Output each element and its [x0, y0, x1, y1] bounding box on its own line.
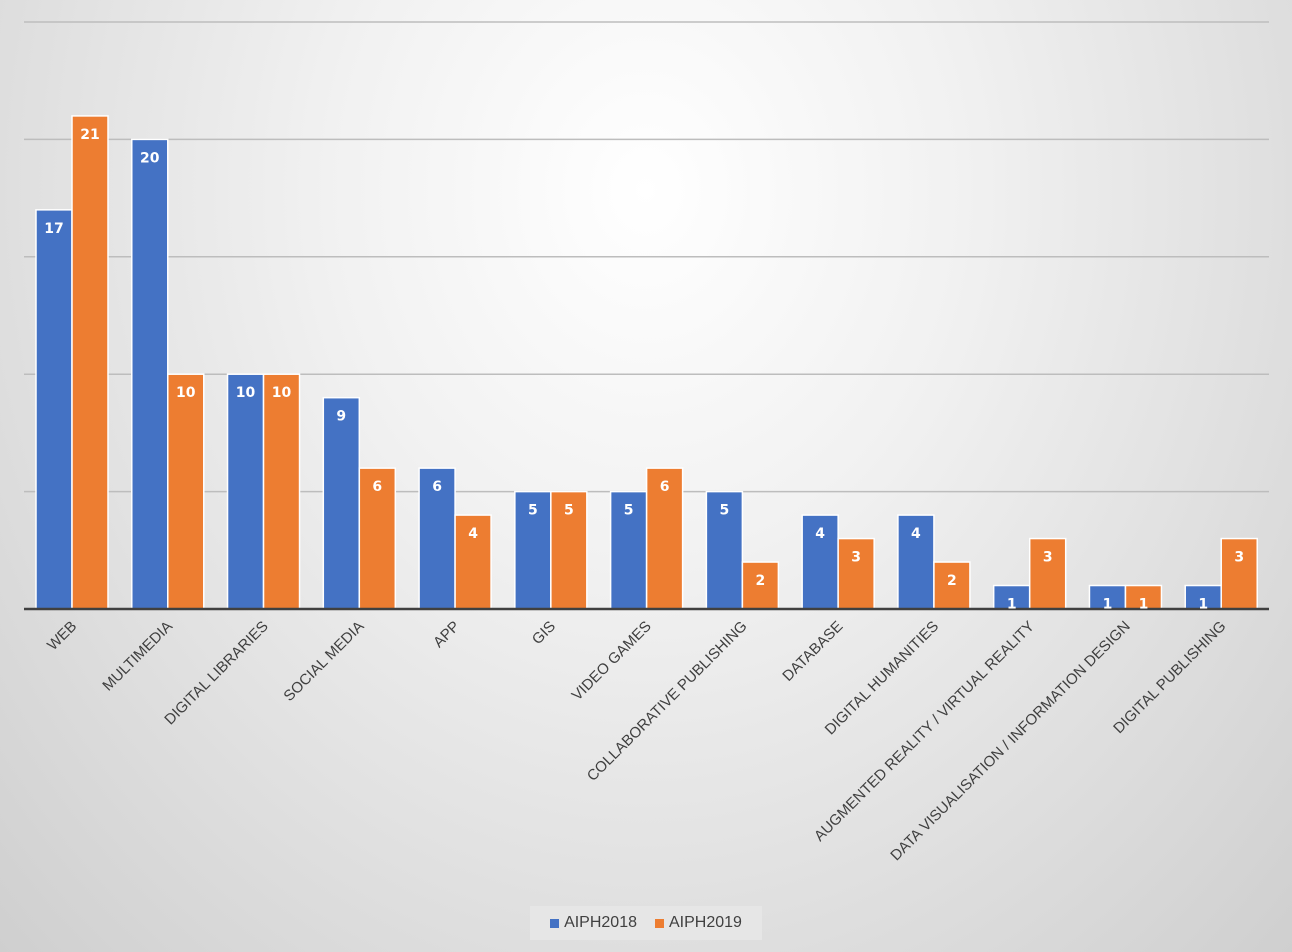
legend-swatch-aiph2018 — [550, 918, 560, 928]
legend-label-aiph2018: AIPH2018 — [564, 914, 637, 931]
bar-aiph2019-0 — [71, 115, 109, 610]
x-tick-label-6: VIDEO GAMES — [569, 618, 655, 704]
x-tick-label-4: APP — [430, 618, 463, 651]
bar-aiph2019-5 — [550, 490, 588, 610]
bar-aiph2018-7 — [705, 490, 744, 610]
legend-item-aiph2019: AIPH2019 — [655, 914, 742, 932]
data-label-aiph2018-8: 4 — [815, 526, 825, 542]
x-tick-label-7: COLLABORATIVE PUBLISHING — [584, 618, 751, 785]
bar-aiph2019-4 — [454, 514, 492, 610]
data-label-aiph2018-2: 10 — [236, 385, 256, 401]
data-label-aiph2018-7: 5 — [720, 503, 730, 519]
data-label-aiph2019-11: 1 — [1139, 597, 1149, 613]
data-label-aiph2018-12: 1 — [1198, 597, 1208, 613]
bar-aiph2018-3 — [322, 396, 361, 610]
data-label-aiph2019-6: 6 — [660, 479, 670, 495]
data-label-aiph2019-7: 2 — [756, 573, 766, 589]
x-tick-label-8: DATABASE — [779, 618, 846, 685]
data-label-aiph2019-1: 10 — [176, 385, 196, 401]
data-label-aiph2019-3: 6 — [372, 479, 382, 495]
bar-aiph2019-12 — [1220, 537, 1258, 610]
data-label-aiph2018-4: 6 — [432, 479, 442, 495]
data-label-aiph2019-5: 5 — [564, 503, 574, 519]
bar-aiph2018-2 — [226, 373, 265, 610]
x-tick-label-0: WEB — [44, 618, 80, 654]
gridlines — [24, 21, 1269, 493]
x-tick-label-2: DIGITAL LIBRARIES — [161, 618, 271, 728]
bar-aiph2018-1 — [131, 138, 169, 610]
bar-aiph2019-7 — [741, 561, 780, 610]
data-label-aiph2018-5: 5 — [528, 503, 538, 519]
bar-aiph2019-3 — [358, 467, 397, 610]
data-label-aiph2018-3: 9 — [336, 409, 346, 425]
x-tick-label-5: GIS — [529, 618, 559, 648]
data-label-aiph2019-2: 10 — [272, 385, 292, 401]
x-tick-label-1: MULTIMEDIA — [99, 618, 176, 695]
legend: AIPH2018 AIPH2019 — [530, 906, 762, 940]
x-tick-label-10: AUGMENTED REALITY / VIRTUAL REALITY — [811, 618, 1038, 845]
legend-swatch-aiph2019 — [655, 918, 664, 928]
bar-aiph2018-0 — [35, 209, 73, 610]
data-label-aiph2019-9: 2 — [947, 573, 957, 589]
bar-aiph2019-10 — [1028, 537, 1067, 610]
data-label-aiph2019-12: 3 — [1234, 550, 1244, 566]
bars — [35, 115, 1258, 610]
data-label-aiph2018-0: 17 — [44, 221, 63, 237]
bar-aiph2019-1 — [167, 373, 205, 610]
data-label-aiph2019-0: 21 — [80, 127, 99, 143]
x-tick-label-3: SOCIAL MEDIA — [280, 618, 367, 705]
data-label-aiph2019-4: 4 — [468, 526, 478, 542]
legend-label-aiph2019: AIPH2019 — [669, 914, 742, 931]
data-label-aiph2018-11: 1 — [1103, 597, 1113, 613]
data-label-aiph2019-10: 3 — [1043, 550, 1053, 566]
data-label-aiph2018-6: 5 — [624, 503, 634, 519]
x-tick-label-12: DIGITAL PUBLISHING — [1110, 618, 1229, 737]
bar-aiph2019-8 — [837, 537, 875, 610]
legend-item-aiph2018: AIPH2018 — [550, 914, 637, 932]
data-label-aiph2018-1: 20 — [140, 150, 160, 166]
data-label-aiph2018-10: 1 — [1007, 597, 1017, 613]
data-label-aiph2019-8: 3 — [851, 550, 861, 566]
data-label-aiph2018-9: 4 — [911, 526, 921, 542]
bar-aiph2019-6 — [645, 467, 684, 610]
bar-aiph2019-2 — [262, 373, 301, 610]
